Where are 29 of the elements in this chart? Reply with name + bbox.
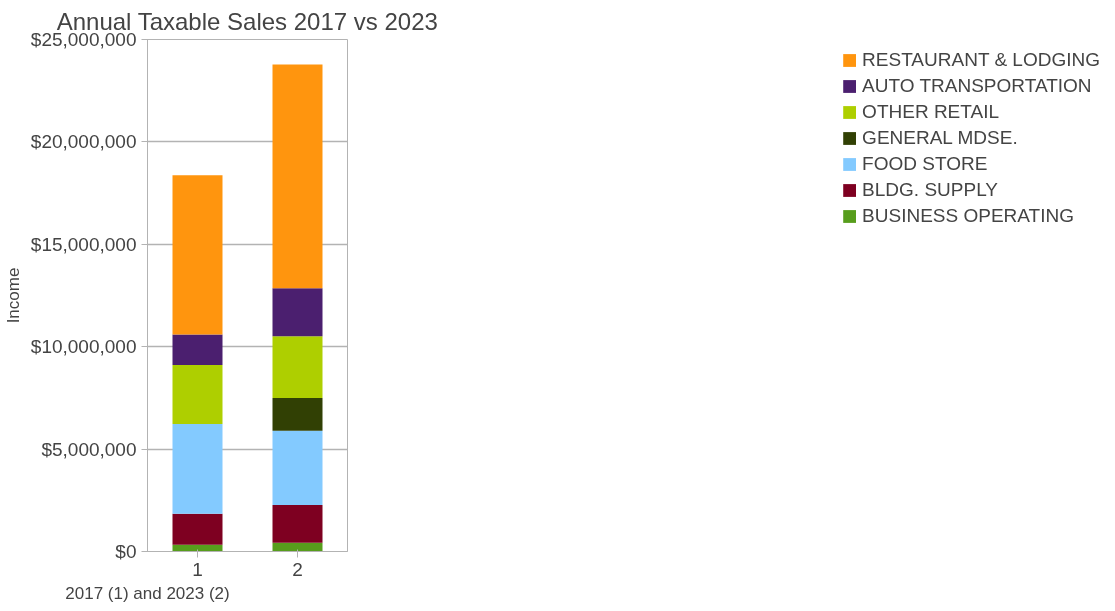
legend-label: RESTAURANT & LODGING — [862, 49, 1100, 71]
bar — [272, 505, 323, 543]
legend-label: OTHER RETAIL — [862, 101, 999, 123]
x-tick-label: 1 — [192, 558, 203, 580]
y-tick-label: $10,000,000 — [30, 336, 137, 358]
legend-label: FOOD STORE — [862, 153, 988, 175]
bar — [172, 513, 223, 545]
bar — [272, 397, 323, 431]
bar — [272, 288, 323, 337]
bar — [272, 542, 323, 552]
bar — [172, 175, 223, 335]
legend-label: GENERAL MDSE. — [862, 127, 1018, 149]
legend-label: BUSINESS OPERATING — [862, 205, 1074, 227]
y-tick-label: $20,000,000 — [30, 131, 137, 153]
bar — [272, 64, 323, 289]
x-axis-title: 2017 (1) and 2023 (2) — [65, 583, 230, 603]
legend-label: BLDG. SUPPLY — [862, 179, 998, 201]
y-tick-label: $5,000,000 — [41, 438, 137, 460]
legend-label: AUTO TRANSPORTATION — [862, 75, 1092, 97]
bar — [172, 334, 223, 365]
y-tick-label: $15,000,000 — [30, 233, 137, 255]
bar — [272, 430, 323, 506]
bar — [172, 364, 223, 425]
y-tick-label: $0 — [115, 541, 137, 562]
bar — [272, 336, 323, 398]
bar — [172, 424, 223, 514]
y-axis-title: Income — [3, 267, 23, 324]
y-tick-label: $25,000,000 — [30, 29, 137, 50]
x-tick-label: 2 — [292, 558, 303, 580]
